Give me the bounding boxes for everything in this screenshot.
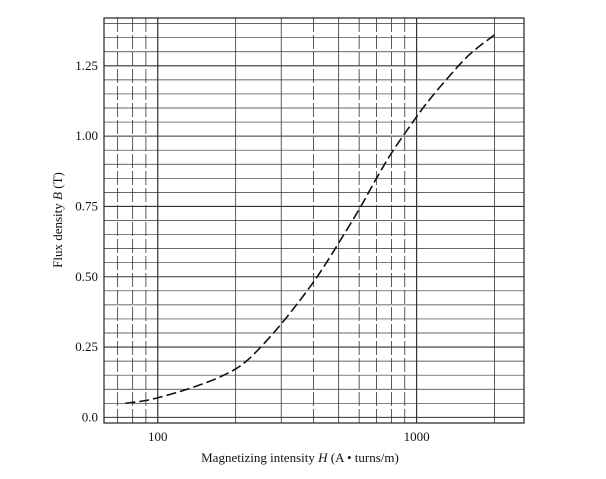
y-tick-label: 0.50 [75, 269, 98, 284]
y-tick-label: 0.25 [75, 339, 98, 354]
y-tick-labels: 0.0 0.25 0.50 0.75 1.00 1.25 [75, 58, 98, 425]
y-tick-label: 0.0 [82, 409, 98, 424]
x-tick-labels: 100 1000 [148, 429, 430, 444]
y-tick-label: 0.75 [75, 198, 98, 213]
series-curve [125, 34, 495, 405]
x-tick-label: 100 [148, 429, 168, 444]
plot-frame [103, 17, 525, 424]
y-tick-label: 1.25 [75, 58, 98, 73]
x-tick-label: 1000 [404, 429, 430, 444]
y-tick-label: 1.00 [75, 128, 98, 143]
y-axis-title: Flux density B (T) [50, 172, 65, 268]
grid [104, 18, 524, 423]
x-axis-title: Magnetizing intensity H (A • turns/m) [201, 450, 399, 465]
